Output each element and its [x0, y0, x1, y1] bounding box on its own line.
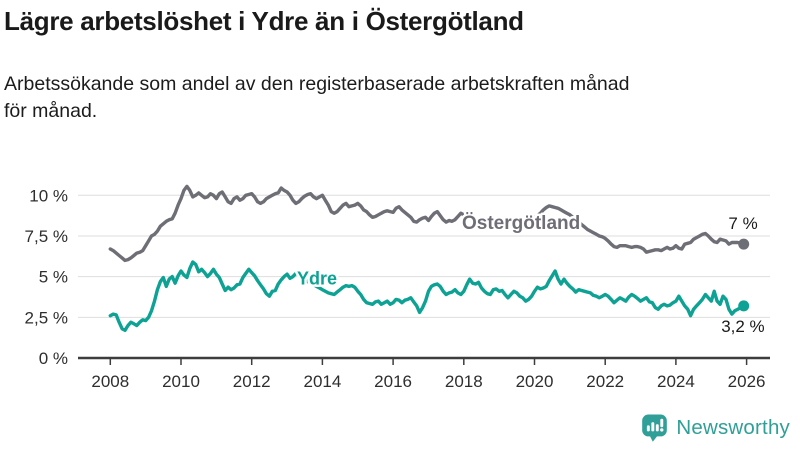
y-axis-tick-label: 2,5 % [25, 308, 68, 327]
x-axis-tick-label: 2010 [162, 372, 200, 391]
subtitle-line-2: för månad. [4, 100, 98, 122]
y-axis-tick-label: 10 % [29, 186, 68, 205]
x-axis-tick-label: 2008 [91, 372, 129, 391]
series-end-dot [738, 238, 750, 250]
bar-chart-speech-bubble-icon [642, 414, 668, 442]
x-axis-tick-label: 2024 [657, 372, 695, 391]
series-name-label: Ydre [297, 269, 337, 289]
series-end-value-label: 3,2 % [721, 317, 764, 336]
x-axis-tick-label: 2018 [445, 372, 483, 391]
subtitle-line-1: Arbetssökande som andel av den registerb… [4, 73, 630, 95]
x-axis-tick-label: 2022 [586, 372, 624, 391]
x-axis-tick-label: 2026 [728, 372, 766, 391]
newsworthy-logo[interactable]: Newsworthy [641, 413, 790, 443]
y-axis-tick-label: 5 % [39, 268, 68, 287]
x-axis-tick-label: 2014 [303, 372, 341, 391]
x-axis-tick-label: 2016 [374, 372, 412, 391]
series-end-value-label: 7 % [728, 214, 757, 233]
x-axis-tick-label: 2012 [233, 372, 271, 391]
logo-text: Newsworthy [676, 416, 790, 439]
series-end-dot [738, 300, 750, 312]
page-subtitle: Arbetssökande som andel av den registerb… [4, 71, 794, 125]
page-title: Lägre arbetslöshet i Ydre än i Östergötl… [4, 6, 524, 36]
y-axis-tick-label: 0 % [39, 349, 68, 368]
y-axis-tick-label: 7,5 % [25, 227, 68, 246]
series-line-ydre [108, 260, 746, 332]
series-line-ostergotland [108, 184, 746, 263]
series-name-label: Östergötland [462, 213, 580, 234]
x-axis-tick-label: 2020 [516, 372, 554, 391]
